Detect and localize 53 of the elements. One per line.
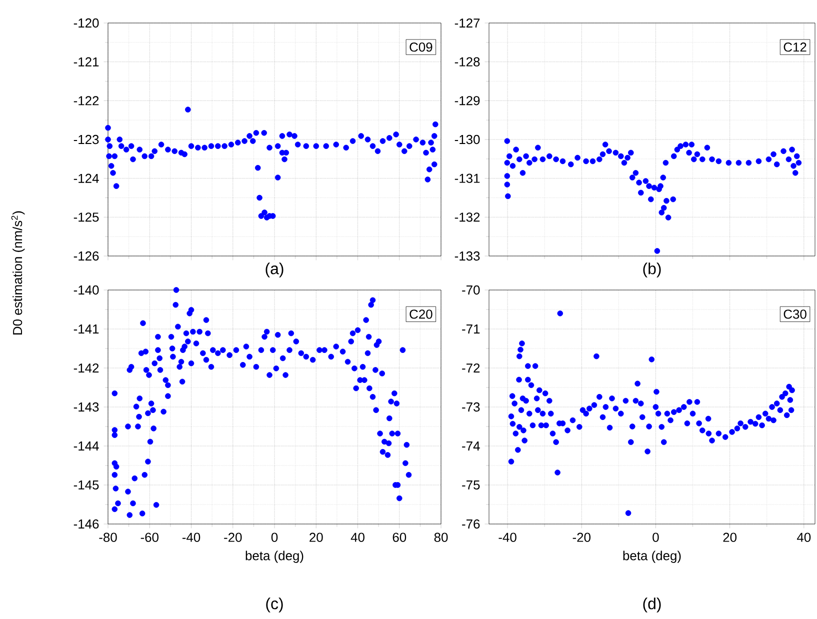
text: (c) xyxy=(266,598,283,612)
y-tick-label: -72 xyxy=(462,363,480,373)
y-tick-label: -126 xyxy=(74,251,99,261)
text: C12 xyxy=(784,42,806,52)
x-tick-label: 40 xyxy=(350,532,364,542)
y-tick-label: -128 xyxy=(454,57,480,66)
y-tick-label: -122 xyxy=(74,96,99,106)
y-tick-label: -145 xyxy=(74,480,99,490)
y-tick-label: -127 xyxy=(454,18,480,28)
x-tick-label: 40 xyxy=(796,532,811,542)
y-tick-label: -140 xyxy=(74,285,99,295)
x-tick-label: 60 xyxy=(392,532,406,542)
y-tick-label: -144 xyxy=(74,442,99,450)
text: C30 xyxy=(784,310,806,319)
x-tick-label: -60 xyxy=(140,532,158,542)
x-tick-label: -20 xyxy=(572,532,590,542)
x-tick-label: 0 xyxy=(271,532,278,542)
y-tick-label: -132 xyxy=(454,212,480,222)
y-tick-label: -133 xyxy=(454,251,480,261)
y-tick-label: -71 xyxy=(462,324,480,334)
y-tick-label: -129 xyxy=(454,96,480,106)
y-tick-label: -131 xyxy=(454,174,480,183)
text: C09 xyxy=(410,42,432,52)
x-tick-label: 0 xyxy=(652,532,659,542)
y-tick-label: -76 xyxy=(462,519,480,529)
x-tick-label: 20 xyxy=(310,532,323,542)
y-tick-label: -142 xyxy=(74,363,99,373)
y-tick-label: -124 xyxy=(74,174,99,183)
text: C20 xyxy=(410,310,432,319)
y-tick-label: -70 xyxy=(462,285,480,295)
x-tick-label: 20 xyxy=(723,532,737,542)
y-tick-label: -74 xyxy=(462,442,480,450)
text: (b) xyxy=(643,262,661,278)
y-tick-label: -146 xyxy=(74,519,99,529)
x-tick-label: -20 xyxy=(224,532,242,542)
text: (d) xyxy=(643,598,661,612)
y-tick-label: -120 xyxy=(74,18,99,28)
x-axis-title: beta (deg) xyxy=(246,550,304,563)
y-tick-label: -121 xyxy=(74,57,99,66)
y-tick-label: -123 xyxy=(74,134,99,144)
x-tick-label: -40 xyxy=(498,532,516,542)
y-tick-label: -141 xyxy=(74,324,99,334)
x-tick-label: 80 xyxy=(434,532,448,542)
x-tick-label: -40 xyxy=(182,532,200,542)
x-tick-label: -80 xyxy=(99,532,117,542)
y-axis-title: D0 estimation (nm/s$^{2}$) xyxy=(11,211,25,334)
y-tick-label: -75 xyxy=(462,480,480,490)
y-tick-label: -143 xyxy=(74,402,99,412)
y-tick-label: -73 xyxy=(462,402,480,412)
y-tick-label: -125 xyxy=(74,212,99,222)
x-axis-title: beta (deg) xyxy=(623,550,681,563)
y-tick-label: -130 xyxy=(454,134,480,144)
text: (a) xyxy=(266,262,284,278)
